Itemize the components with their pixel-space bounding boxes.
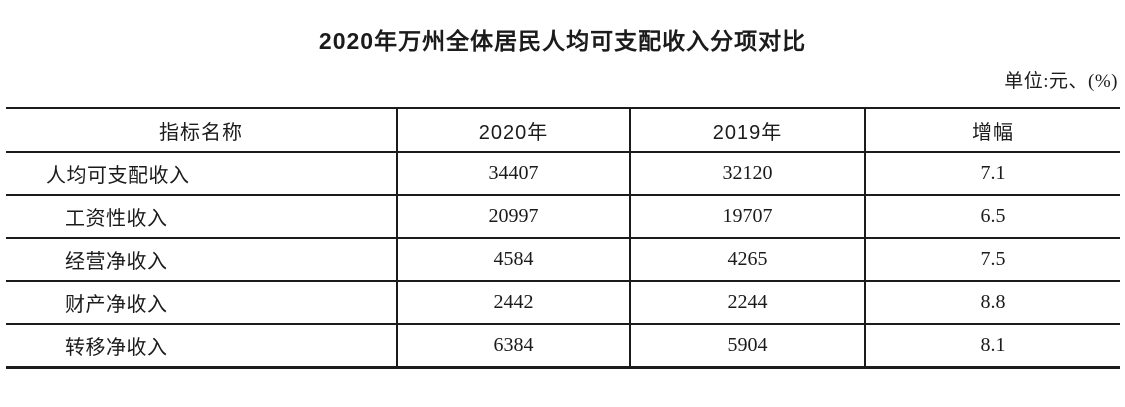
col-header-indicator: 指标名称 — [6, 108, 397, 154]
value-2020-cell: 34407 — [396, 152, 630, 197]
growth-cell: 7.5 — [864, 238, 1120, 283]
table-row-total: 人均可支配收入 34407 32120 7.1 — [6, 152, 1120, 197]
table-title: 2020年万州全体居民人均可支配收入分项对比 — [318, 28, 807, 54]
growth-cell: 7.1 — [864, 152, 1120, 197]
indicator-cell: 经营净收入 — [6, 238, 397, 283]
table-row-property: 财产净收入 2442 2244 8.8 — [6, 281, 1120, 326]
table-row-business: 经营净收入 4584 4265 7.5 — [6, 238, 1120, 283]
indicator-cell: 财产净收入 — [6, 281, 397, 326]
growth-cell: 6.5 — [864, 195, 1120, 240]
table-row-wages: 工资性收入 20997 19707 6.5 — [6, 195, 1120, 240]
value-2019-cell: 4265 — [629, 238, 865, 283]
indicator-cell: 人均可支配收入 — [6, 152, 397, 197]
value-2019-cell: 2244 — [629, 281, 865, 326]
header-row: 指标名称 2020年 2019年 增幅 — [6, 108, 1120, 154]
value-2020-cell: 20997 — [396, 195, 630, 240]
value-2019-cell: 5904 — [629, 324, 865, 369]
value-2019-cell: 32120 — [629, 152, 865, 197]
growth-cell: 8.8 — [864, 281, 1120, 326]
unit-note: 单位:元、(%) — [1004, 71, 1118, 93]
growth-cell: 8.1 — [864, 324, 1120, 369]
value-2019-cell: 19707 — [629, 195, 865, 240]
income-comparison-table: 指标名称 2020年 2019年 增幅 人均可支配收入 34407 32120 … — [6, 107, 1120, 369]
document-page: 2020年万州全体居民人均可支配收入分项对比 单位:元、(%) 指标名称 202… — [0, 28, 1125, 407]
col-header-growth: 增幅 — [864, 108, 1120, 154]
col-header-2020: 2020年 — [396, 108, 630, 154]
value-2020-cell: 2442 — [396, 281, 630, 326]
indicator-cell: 工资性收入 — [6, 195, 397, 240]
value-2020-cell: 4584 — [396, 238, 630, 283]
col-header-2019: 2019年 — [629, 108, 865, 154]
indicator-cell: 转移净收入 — [6, 324, 397, 369]
value-2020-cell: 6384 — [396, 324, 630, 369]
table-row-transfer: 转移净收入 6384 5904 8.1 — [6, 324, 1120, 369]
